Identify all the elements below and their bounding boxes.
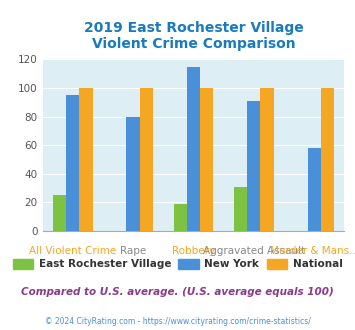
Bar — [80, 88, 93, 231]
Bar — [321, 88, 334, 231]
Bar — [187, 67, 200, 231]
Text: All Violent Crime: All Violent Crime — [29, 246, 116, 256]
Text: © 2024 CityRating.com - https://www.cityrating.com/crime-statistics/: © 2024 CityRating.com - https://www.city… — [45, 317, 310, 326]
Bar — [174, 204, 187, 231]
Bar — [307, 148, 321, 231]
Bar — [247, 101, 261, 231]
Bar — [200, 88, 213, 231]
Bar — [53, 195, 66, 231]
Text: Murder & Mans...: Murder & Mans... — [269, 246, 355, 256]
Bar — [140, 88, 153, 231]
Bar — [126, 116, 140, 231]
Title: 2019 East Rochester Village
Violent Crime Comparison: 2019 East Rochester Village Violent Crim… — [83, 21, 304, 51]
Legend: East Rochester Village, New York, National: East Rochester Village, New York, Nation… — [9, 254, 346, 273]
Text: Aggravated Assault: Aggravated Assault — [203, 246, 305, 256]
Bar — [234, 187, 247, 231]
Text: Rape: Rape — [120, 246, 146, 256]
Text: Compared to U.S. average. (U.S. average equals 100): Compared to U.S. average. (U.S. average … — [21, 287, 334, 297]
Bar — [261, 88, 274, 231]
Bar — [66, 95, 80, 231]
Text: Robbery: Robbery — [172, 246, 215, 256]
